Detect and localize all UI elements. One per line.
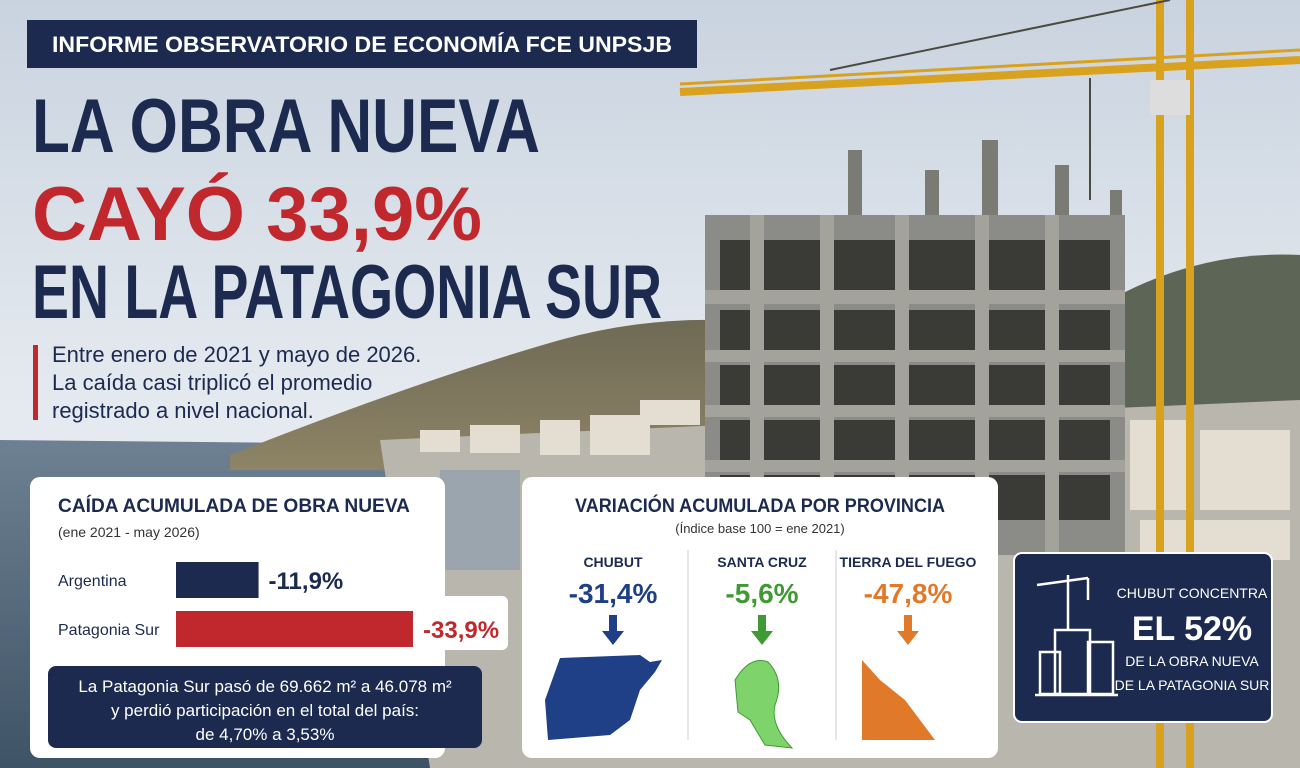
note-text: de 4,70% a 3,53% (196, 725, 335, 744)
value-label: -33,9% (423, 617, 499, 644)
bar (175, 562, 259, 598)
crane-icon (1035, 575, 1118, 697)
chart-subtitle: (ene 2021 - may 2026) (58, 524, 200, 540)
callout-text: DE LA OBRA NUEVA (1125, 653, 1259, 669)
chubut-map (545, 655, 662, 740)
provinces-subtitle: (Índice base 100 = ene 2021) (675, 521, 845, 536)
province-arrow (897, 615, 919, 645)
kicker-box (27, 20, 697, 68)
crane-cab (1150, 80, 1190, 115)
provinces-title: VARIACIÓN ACUMULADA POR PROVINCIA (575, 495, 945, 517)
headline: EN LA PATAGONIA SUR (32, 250, 662, 335)
value-label: -11,9% (269, 568, 344, 595)
provinces-panel: VARIACIÓN ACUMULADA POR PROVINCIA (Índic… (522, 477, 998, 758)
bar-panel: CAÍDA ACUMULADA DE OBRA NUEVA (ene 2021 … (30, 477, 508, 758)
intro-text: La caída casi triplicó el promedio (52, 370, 372, 395)
category-label: Argentina (58, 573, 127, 590)
intro-text: registrado a nivel nacional. (52, 398, 314, 423)
province-name: SANTA CRUZ (717, 554, 807, 570)
note-text: y perdió participación en el total del p… (111, 701, 419, 720)
note-text: La Patagonia Sur pasó de 69.662 m² a 46.… (78, 677, 452, 696)
panel-tab (430, 596, 508, 650)
province-name: TIERRA DEL FUEGO (840, 554, 977, 570)
tierra-del-fuego-map (862, 660, 935, 740)
intro-accent (33, 345, 38, 420)
province-arrow (602, 615, 624, 645)
province-arrow (751, 615, 773, 645)
category-label: Patagonia Sur (58, 622, 160, 639)
callout-text: DE LA PATAGONIA SUR (1115, 677, 1270, 693)
chart-title: CAÍDA ACUMULADA DE OBRA NUEVA (58, 495, 410, 517)
province-value: -5,6% (725, 578, 798, 609)
callout-text: CHUBUT CONCENTRA (1117, 585, 1268, 601)
intro-text: Entre enero de 2021 y mayo de 2026. (52, 342, 421, 367)
headline: LA OBRA NUEVA (32, 84, 540, 169)
note-box (48, 666, 482, 748)
province-value: -47,8% (864, 578, 953, 609)
callout-box (1013, 552, 1273, 723)
province-name: CHUBUT (583, 554, 643, 570)
callout: CHUBUT CONCENTRA EL 52% DE LA OBRA NUEVA… (1013, 552, 1273, 723)
kicker: INFORME OBSERVATORIO DE ECONOMÍA FCE UNP… (52, 32, 672, 57)
callout-figure: EL 52% (1132, 610, 1252, 648)
santa-cruz-map (734, 660, 794, 749)
headline: CAYÓ 33,9% (32, 172, 482, 257)
building (440, 470, 520, 570)
bar (175, 611, 413, 647)
province-value: -31,4% (569, 578, 658, 609)
